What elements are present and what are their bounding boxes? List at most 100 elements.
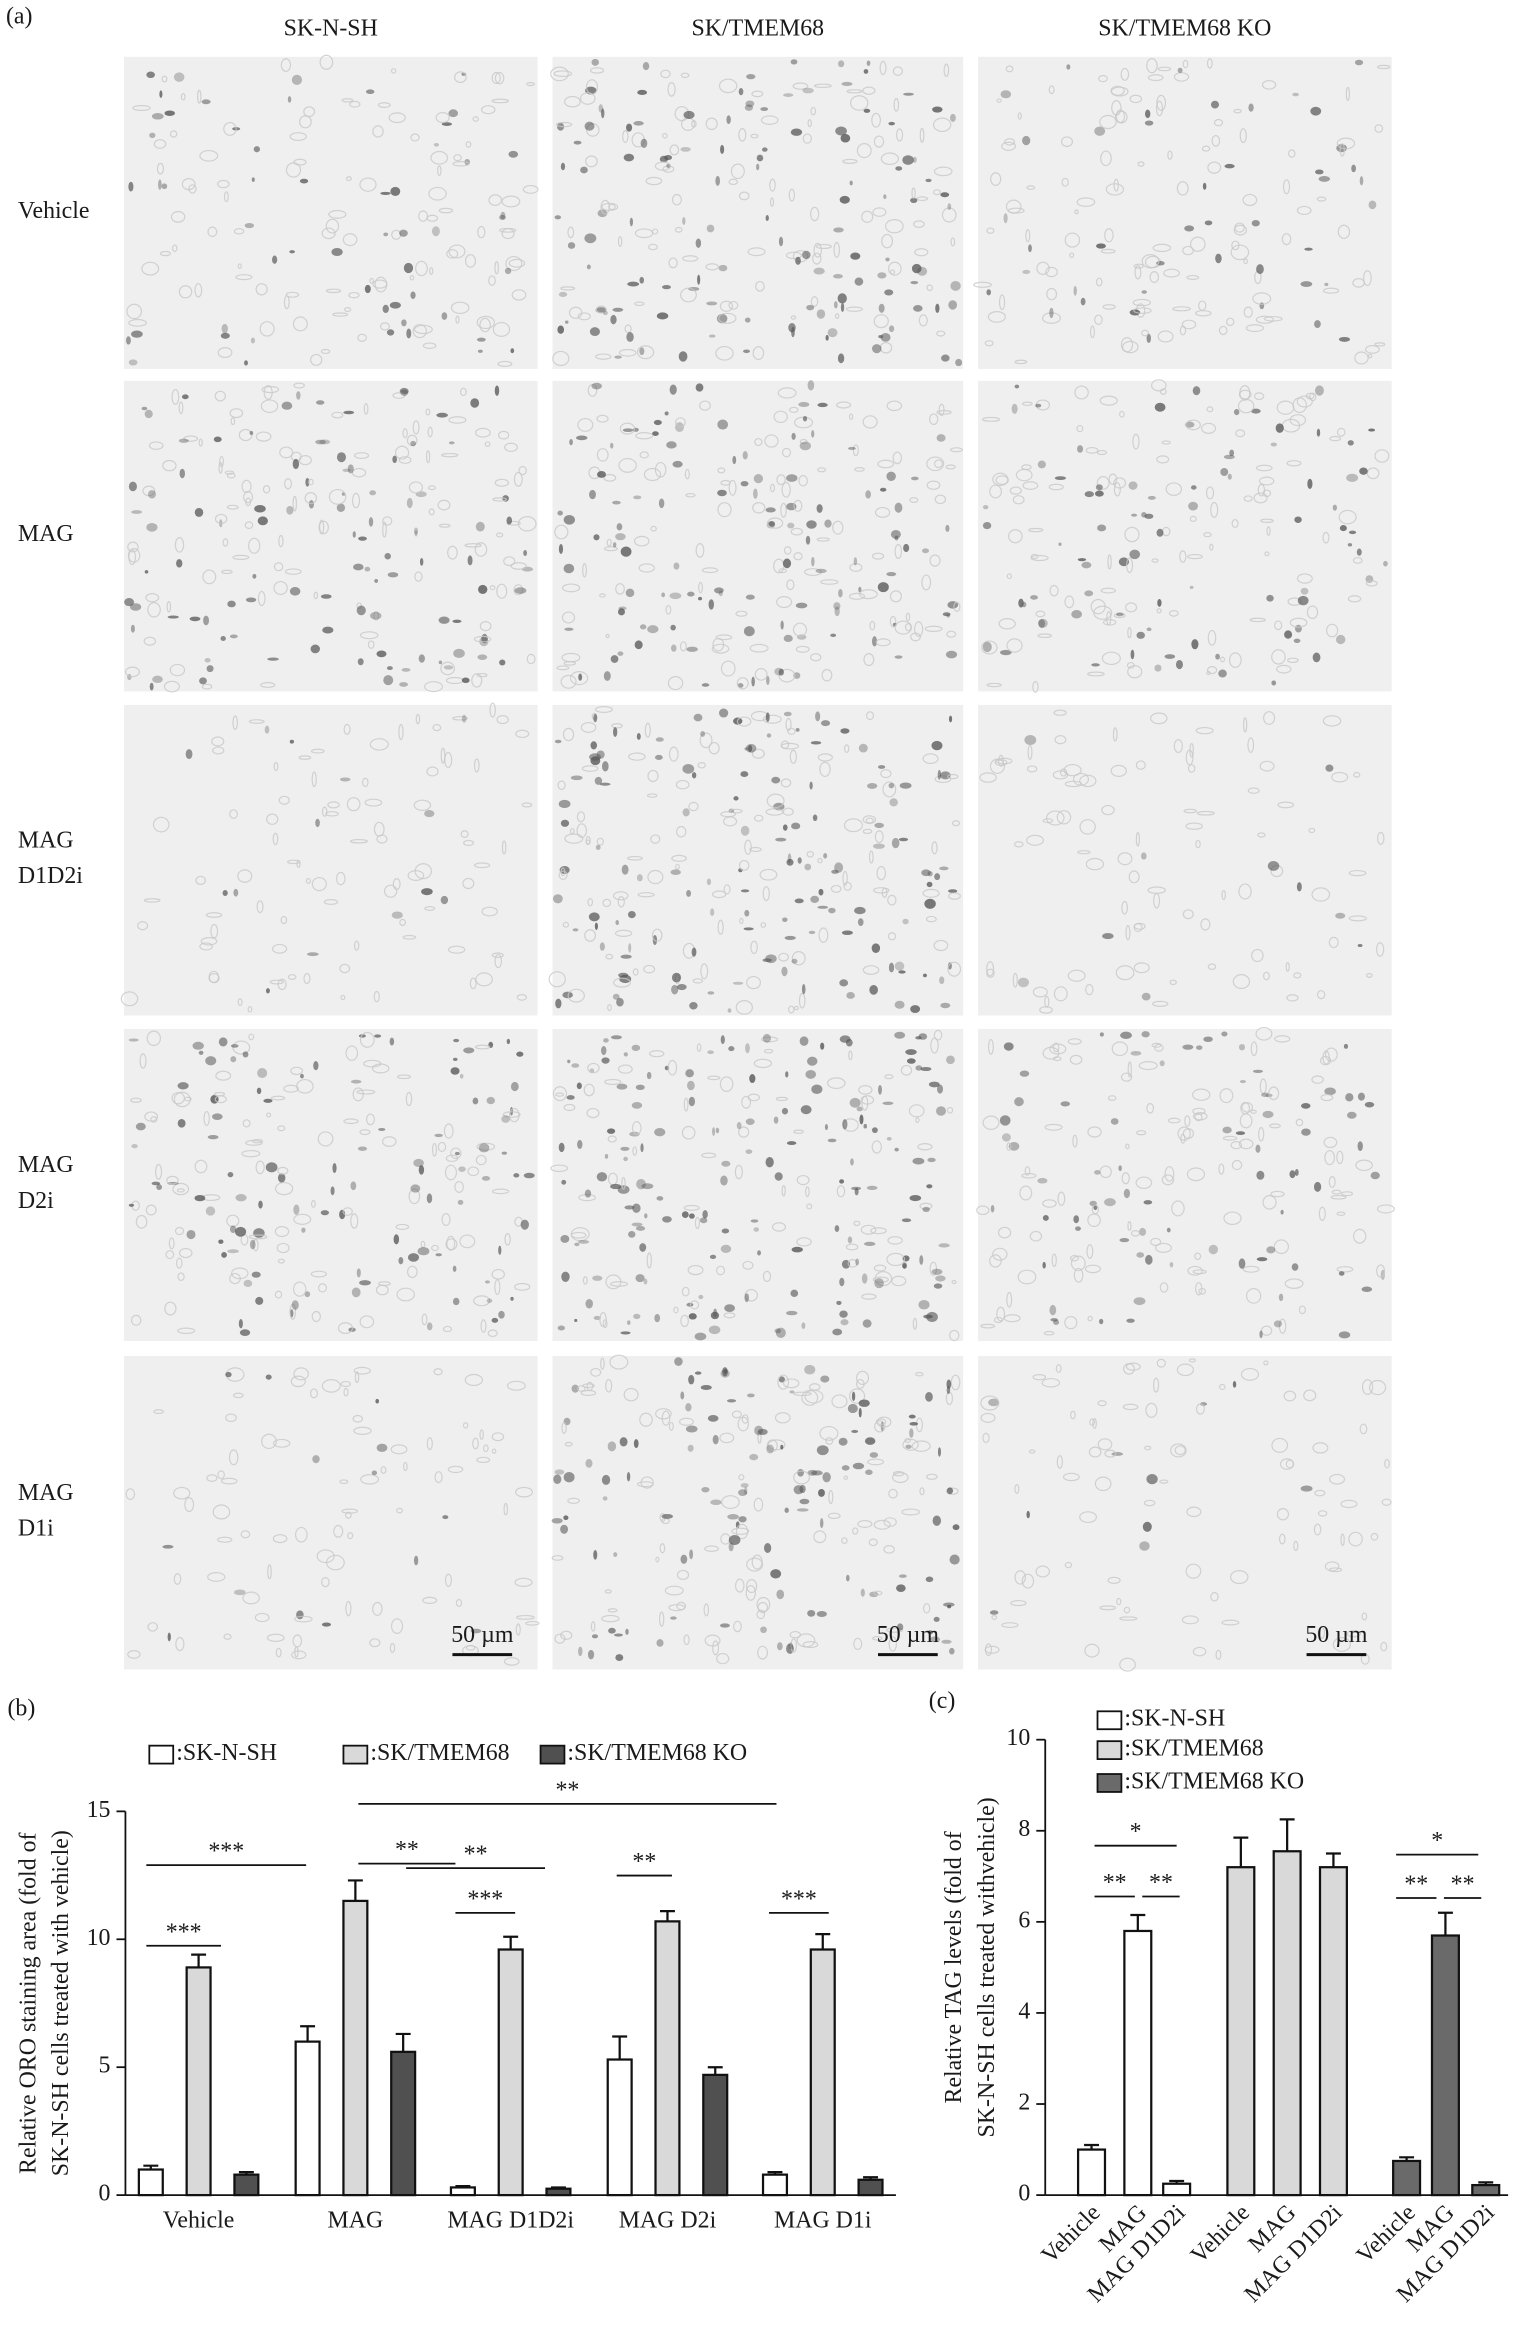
cell xyxy=(614,929,633,937)
cell xyxy=(1242,193,1258,207)
cell xyxy=(247,1006,253,1013)
cell xyxy=(839,1179,845,1184)
cell xyxy=(601,202,619,211)
cell xyxy=(676,983,687,991)
cell xyxy=(1014,384,1020,389)
cell xyxy=(602,761,609,772)
cell xyxy=(318,520,329,535)
cell xyxy=(151,112,164,120)
cell xyxy=(1245,324,1264,333)
cell xyxy=(787,727,796,735)
cell xyxy=(919,1487,925,1496)
cell xyxy=(1296,205,1312,216)
cell xyxy=(162,1544,174,1549)
cell xyxy=(304,1291,311,1298)
cell xyxy=(858,586,862,593)
cell xyxy=(1187,553,1203,560)
cell xyxy=(1260,518,1274,524)
cell xyxy=(255,283,268,296)
cell xyxy=(1203,1036,1213,1043)
cell xyxy=(450,1147,462,1160)
cell xyxy=(311,1310,321,1323)
cell xyxy=(685,1403,692,1412)
cell xyxy=(867,1458,885,1466)
cell xyxy=(878,335,884,339)
cell xyxy=(380,1466,387,1474)
cell xyxy=(213,1091,226,1097)
cell xyxy=(880,769,892,779)
cell xyxy=(1368,1379,1387,1396)
cell xyxy=(799,441,811,451)
cell xyxy=(1022,135,1031,146)
cell xyxy=(819,1425,839,1441)
cell xyxy=(1035,610,1046,618)
cell xyxy=(750,133,759,139)
cell xyxy=(745,1584,756,1601)
cell xyxy=(369,277,374,284)
cell xyxy=(1255,464,1273,472)
cell xyxy=(398,1257,404,1265)
cell xyxy=(1294,1168,1299,1176)
cell xyxy=(612,891,629,901)
cell xyxy=(1186,1167,1206,1182)
cell xyxy=(254,1612,270,1623)
cell xyxy=(738,88,744,96)
cell xyxy=(945,650,958,659)
cell xyxy=(894,1147,899,1152)
cell xyxy=(428,508,435,516)
cell xyxy=(746,975,762,990)
cell xyxy=(816,1611,827,1618)
cell xyxy=(1223,454,1235,460)
cell xyxy=(234,1226,247,1237)
cell xyxy=(1014,1570,1026,1585)
legend-swatch xyxy=(1096,1773,1123,1793)
cell xyxy=(372,1601,383,1616)
cell xyxy=(911,263,922,274)
cell xyxy=(753,473,764,484)
cell xyxy=(793,499,803,512)
cell xyxy=(1348,869,1367,877)
cell xyxy=(721,1228,730,1234)
cell xyxy=(1329,435,1342,442)
cell xyxy=(350,1213,359,1229)
cell xyxy=(273,761,279,772)
cell xyxy=(1310,106,1322,116)
cell xyxy=(723,884,731,895)
cell xyxy=(1316,428,1321,437)
legend-label: :SK/TMEM68 xyxy=(1124,1736,1263,1762)
cell xyxy=(1238,1138,1254,1150)
cell xyxy=(1322,1050,1330,1065)
cell xyxy=(374,1034,382,1038)
cell xyxy=(989,758,1006,774)
cell xyxy=(312,1455,320,1464)
cell xyxy=(646,1071,652,1080)
cell xyxy=(986,227,995,234)
cell xyxy=(1127,626,1132,639)
legend-swatch xyxy=(148,1744,175,1765)
cell xyxy=(590,741,598,750)
cell xyxy=(925,1576,934,1583)
cell xyxy=(680,287,697,303)
cell xyxy=(426,1322,433,1331)
cell xyxy=(726,1399,737,1403)
cell xyxy=(1276,1508,1290,1521)
cell xyxy=(1094,1170,1101,1175)
cell xyxy=(406,497,413,509)
cell xyxy=(201,99,211,105)
cell xyxy=(591,1634,599,1639)
cell xyxy=(860,1224,877,1235)
cell xyxy=(221,1252,227,1258)
cell xyxy=(554,1633,566,1644)
cell xyxy=(607,1441,617,1452)
cell xyxy=(313,591,319,600)
cell xyxy=(996,98,1002,103)
cell xyxy=(564,320,569,324)
significance-label: ** xyxy=(1103,1870,1127,1896)
cell xyxy=(791,958,798,964)
cell xyxy=(474,542,488,557)
cell xyxy=(762,147,768,152)
cell xyxy=(579,92,596,105)
cell xyxy=(443,665,454,670)
cell xyxy=(827,328,838,338)
cell xyxy=(194,1195,206,1202)
